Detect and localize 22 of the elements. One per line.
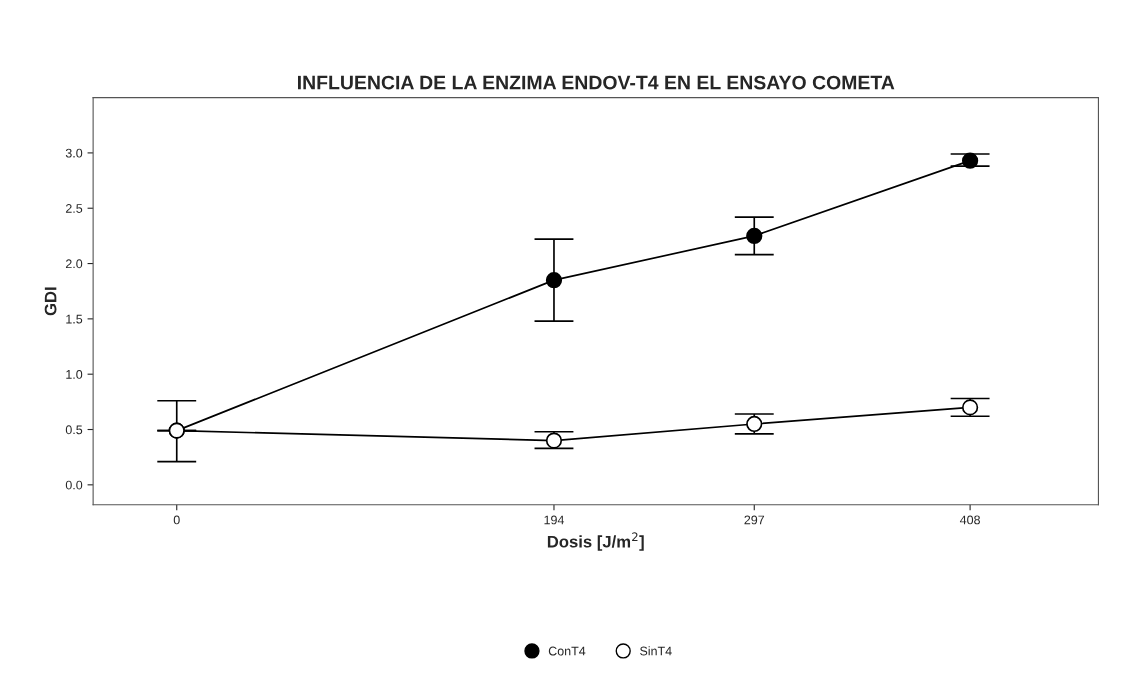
x-tick-label: 194	[544, 515, 565, 525]
x-tick-label: 0	[173, 515, 180, 525]
y-tick-label: 0.0	[65, 480, 83, 490]
point	[746, 227, 763, 245]
legend-label: ConT4	[548, 646, 586, 656]
point	[545, 272, 563, 289]
point	[545, 432, 563, 449]
x-axis-title: Dosis [J/m$^{2}$]	[547, 532, 644, 551]
y-tick-label: 2.5	[65, 204, 83, 213]
y-tick-label: 1.0	[66, 369, 83, 379]
chart-title: INFLUENCIA DE LA ENZIMA ENDOV-T4 EN EL ENSAYO COMETA	[298, 75, 895, 90]
x-tick-label: 297	[744, 515, 765, 525]
point	[961, 399, 979, 416]
point	[961, 152, 979, 169]
y-axis-title: GDI	[44, 287, 57, 316]
legend-label: SinT4	[640, 646, 672, 656]
x-tick-label: 408	[959, 515, 980, 525]
y-tick-label: 2.0	[65, 259, 83, 269]
y-tick-label: 3.0	[65, 148, 83, 158]
point	[746, 415, 763, 433]
y-tick-label: 0.5	[65, 425, 83, 435]
y-tick-label: 1.5	[66, 314, 83, 324]
